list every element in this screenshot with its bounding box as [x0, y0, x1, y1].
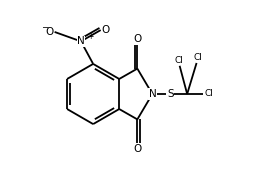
Text: O: O: [133, 34, 141, 44]
Text: S: S: [167, 89, 173, 99]
Text: Cl: Cl: [193, 53, 202, 62]
Text: Cl: Cl: [174, 56, 183, 65]
Text: N: N: [77, 36, 85, 46]
Text: Cl: Cl: [204, 89, 213, 99]
Text: N: N: [149, 89, 156, 99]
Text: O: O: [102, 25, 110, 35]
Text: −: −: [41, 22, 48, 31]
Text: O: O: [45, 27, 54, 37]
Text: +: +: [87, 32, 93, 41]
Text: O: O: [133, 144, 141, 154]
